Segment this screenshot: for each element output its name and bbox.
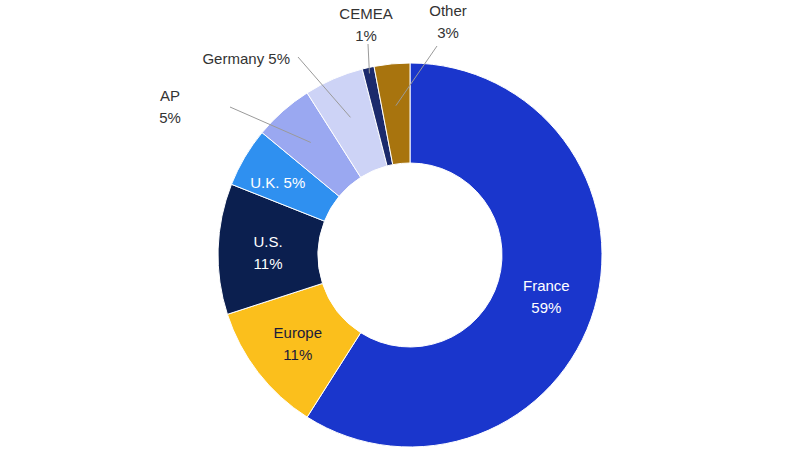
svg-text:CEMEA1%: CEMEA1% <box>339 5 392 44</box>
svg-text:U.K. 5%: U.K. 5% <box>250 174 305 191</box>
svg-text:AP5%: AP5% <box>159 87 181 126</box>
svg-text:Germany 5%: Germany 5% <box>202 50 290 67</box>
svg-text:Europe11%: Europe11% <box>274 324 322 363</box>
svg-text:Other3%: Other3% <box>429 2 467 41</box>
svg-text:France59%: France59% <box>523 277 570 316</box>
svg-text:U.S.11%: U.S.11% <box>253 233 282 272</box>
